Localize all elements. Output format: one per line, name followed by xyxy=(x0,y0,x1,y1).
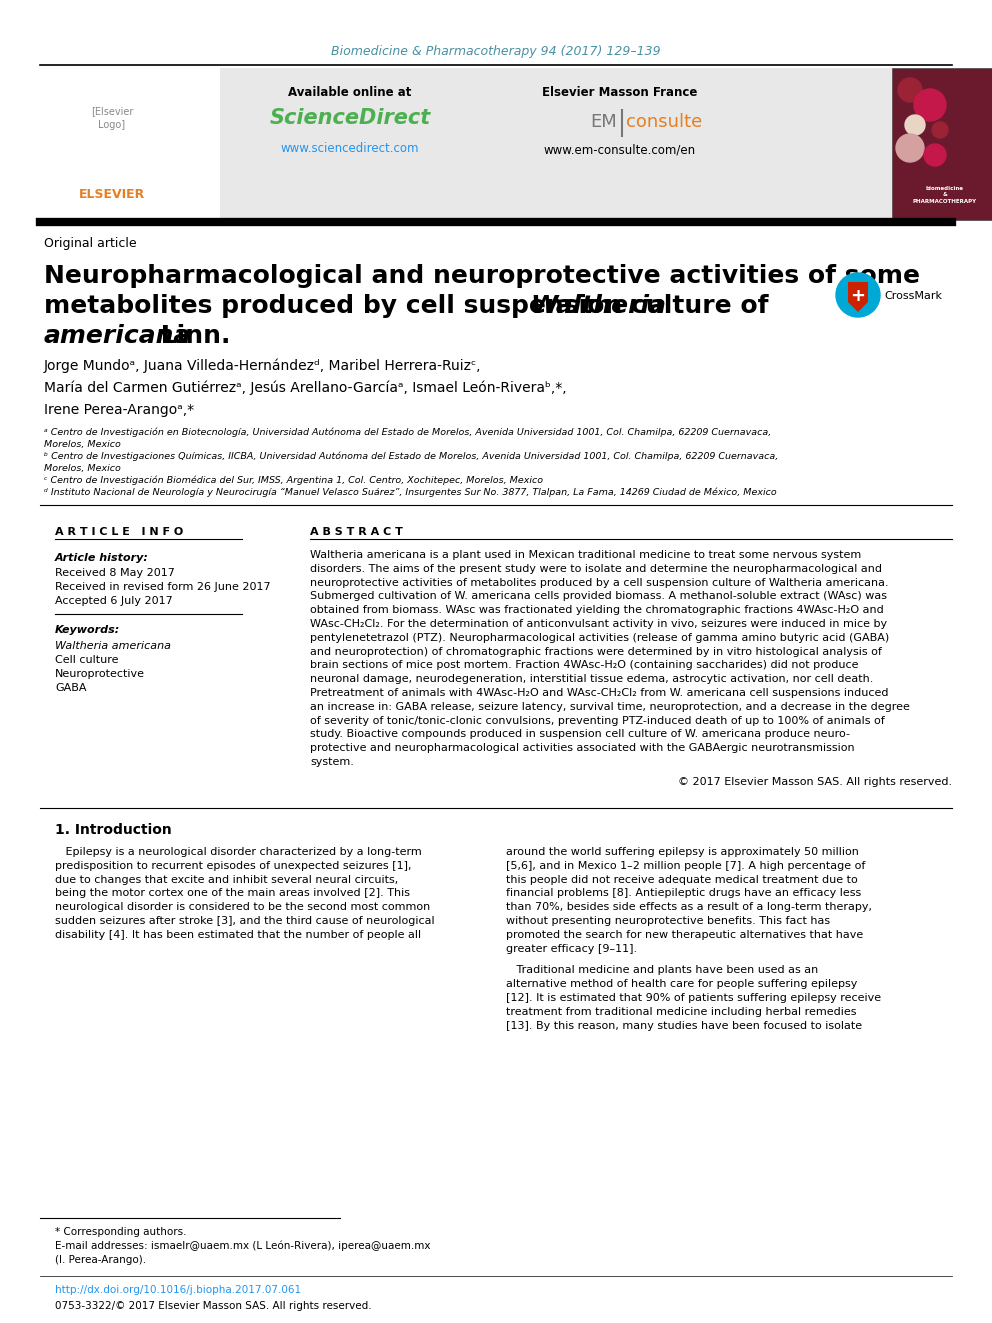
Text: promoted the search for new therapeutic alternatives that have: promoted the search for new therapeutic … xyxy=(506,930,863,939)
Circle shape xyxy=(896,134,924,161)
Text: and neuroprotection) of chromatographic fractions were determined by in vitro hi: and neuroprotection) of chromatographic … xyxy=(310,647,882,656)
Text: being the motor cortex one of the main areas involved [2]. This: being the motor cortex one of the main a… xyxy=(55,889,410,898)
Text: Article history:: Article history: xyxy=(55,553,149,564)
Text: Keywords:: Keywords: xyxy=(55,624,120,635)
Text: metabolites produced by cell suspension culture of: metabolites produced by cell suspension … xyxy=(44,294,778,318)
FancyBboxPatch shape xyxy=(40,67,892,220)
Text: ELSEVIER: ELSEVIER xyxy=(79,188,145,201)
Text: system.: system. xyxy=(310,757,354,767)
Text: than 70%, besides side effects as a result of a long-term therapy,: than 70%, besides side effects as a resu… xyxy=(506,902,872,912)
Text: Waltheria americana: Waltheria americana xyxy=(55,642,171,651)
Text: www.em-consulte.com/en: www.em-consulte.com/en xyxy=(544,143,696,156)
Circle shape xyxy=(898,78,922,102)
Text: around the world suffering epilepsy is approximately 50 million: around the world suffering epilepsy is a… xyxy=(506,847,859,857)
Text: Neuropharmacological and neuroprotective activities of some: Neuropharmacological and neuroprotective… xyxy=(44,265,920,288)
Text: due to changes that excite and inhibit several neural circuits,: due to changes that excite and inhibit s… xyxy=(55,875,398,885)
Circle shape xyxy=(932,122,948,138)
Text: biomedicine
&
PHARMACOTHERAPY: biomedicine & PHARMACOTHERAPY xyxy=(913,187,977,204)
Text: [13]. By this reason, many studies have been focused to isolate: [13]. By this reason, many studies have … xyxy=(506,1020,862,1031)
Text: GABA: GABA xyxy=(55,683,86,693)
Circle shape xyxy=(905,115,925,135)
Text: Traditional medicine and plants have been used as an: Traditional medicine and plants have bee… xyxy=(506,966,818,975)
Text: obtained from biomass. WAsc was fractionated yielding the chromatographic fracti: obtained from biomass. WAsc was fraction… xyxy=(310,605,884,615)
Text: Received in revised form 26 June 2017: Received in revised form 26 June 2017 xyxy=(55,582,271,591)
Text: neuroprotective activities of metabolites produced by a cell suspension culture : neuroprotective activities of metabolite… xyxy=(310,578,889,587)
Text: WAsc-CH₂Cl₂. For the determination of anticonvulsant activity in vivo, seizures : WAsc-CH₂Cl₂. For the determination of an… xyxy=(310,619,887,628)
Text: [12]. It is estimated that 90% of patients suffering epilepsy receive: [12]. It is estimated that 90% of patien… xyxy=(506,994,881,1003)
Text: Biomedicine & Pharmacotherapy 94 (2017) 129–139: Biomedicine & Pharmacotherapy 94 (2017) … xyxy=(331,45,661,58)
Circle shape xyxy=(924,144,946,165)
Text: brain sections of mice post mortem. Fraction 4WAsc-H₂O (containing saccharides) : brain sections of mice post mortem. Frac… xyxy=(310,660,858,671)
Text: Morelos, Mexico: Morelos, Mexico xyxy=(44,463,121,472)
Text: Morelos, Mexico: Morelos, Mexico xyxy=(44,439,121,448)
Text: without presenting neuroprotective benefits. This fact has: without presenting neuroprotective benef… xyxy=(506,916,830,926)
Circle shape xyxy=(914,89,946,120)
Text: A R T I C L E   I N F O: A R T I C L E I N F O xyxy=(55,527,184,537)
Text: Epilepsy is a neurological disorder characterized by a long-term: Epilepsy is a neurological disorder char… xyxy=(55,847,422,857)
Text: of severity of tonic/tonic-clonic convulsions, preventing PTZ-induced death of u: of severity of tonic/tonic-clonic convul… xyxy=(310,716,885,725)
FancyBboxPatch shape xyxy=(40,67,220,220)
Text: E-mail addresses: ismaelr@uaem.mx (L León-Rivera), iperea@uaem.mx: E-mail addresses: ismaelr@uaem.mx (L Leó… xyxy=(55,1241,431,1252)
Text: Elsevier Masson France: Elsevier Masson France xyxy=(543,86,697,98)
Text: ᶜ Centro de Investigación Biomédica del Sur, IMSS, Argentina 1, Col. Centro, Xoc: ᶜ Centro de Investigación Biomédica del … xyxy=(44,475,544,484)
Text: ᵇ Centro de Investigaciones Químicas, IICBA, Universidad Autónoma del Estado de : ᵇ Centro de Investigaciones Químicas, II… xyxy=(44,451,779,460)
Text: treatment from traditional medicine including herbal remedies: treatment from traditional medicine incl… xyxy=(506,1007,856,1017)
Circle shape xyxy=(836,273,880,318)
Text: Pretreatment of animals with 4WAsc-H₂O and WAsc-CH₂Cl₂ from W. americana cell su: Pretreatment of animals with 4WAsc-H₂O a… xyxy=(310,688,889,699)
Text: alternative method of health care for people suffering epilepsy: alternative method of health care for pe… xyxy=(506,979,857,990)
Text: CrossMark: CrossMark xyxy=(884,291,942,302)
Polygon shape xyxy=(848,282,868,312)
Text: Neuroprotective: Neuroprotective xyxy=(55,669,145,679)
Text: study. Bioactive compounds produced in suspension cell culture of W. americana p: study. Bioactive compounds produced in s… xyxy=(310,729,850,740)
Text: ScienceDirect: ScienceDirect xyxy=(270,108,431,128)
Text: neurological disorder is considered to be the second most common: neurological disorder is considered to b… xyxy=(55,902,431,912)
Text: consulte: consulte xyxy=(626,112,702,131)
Text: [Elsevier
Logo]: [Elsevier Logo] xyxy=(91,106,133,130)
Text: Submerged cultivation of W. americana cells provided biomass. A methanol-soluble: Submerged cultivation of W. americana ce… xyxy=(310,591,887,602)
Text: neuronal damage, neurodegeneration, interstitial tissue edema, astrocytic activa: neuronal damage, neurodegeneration, inte… xyxy=(310,675,873,684)
Text: predisposition to recurrent episodes of unexpected seizures [1],: predisposition to recurrent episodes of … xyxy=(55,861,412,871)
Text: http://dx.doi.org/10.1016/j.biopha.2017.07.061: http://dx.doi.org/10.1016/j.biopha.2017.… xyxy=(55,1285,302,1295)
Text: Linn.: Linn. xyxy=(152,324,230,348)
Text: ᵃ Centro de Investigación en Biotecnología, Universidad Autónoma del Estado de M: ᵃ Centro de Investigación en Biotecnolog… xyxy=(44,427,771,437)
Text: an increase in: GABA release, seizure latency, survival time, neuroprotection, a: an increase in: GABA release, seizure la… xyxy=(310,701,910,712)
Text: María del Carmen Gutiérrezᵃ, Jesús Arellano-Garcíaᵃ, Ismael León-Riveraᵇ,*,: María del Carmen Gutiérrezᵃ, Jesús Arell… xyxy=(44,381,566,396)
Text: Received 8 May 2017: Received 8 May 2017 xyxy=(55,568,175,578)
Text: ᵈ Instituto Nacional de Neurología y Neurocirugía “Manuel Velasco Suárez”, Insur: ᵈ Instituto Nacional de Neurología y Neu… xyxy=(44,487,777,496)
Text: Waltheria: Waltheria xyxy=(530,294,666,318)
Text: financial problems [8]. Antiepileptic drugs have an efficacy less: financial problems [8]. Antiepileptic dr… xyxy=(506,889,861,898)
Text: +: + xyxy=(850,287,865,306)
FancyBboxPatch shape xyxy=(892,67,992,220)
Text: EM: EM xyxy=(590,112,617,131)
Text: © 2017 Elsevier Masson SAS. All rights reserved.: © 2017 Elsevier Masson SAS. All rights r… xyxy=(678,777,952,787)
Text: disorders. The aims of the present study were to isolate and determine the neuro: disorders. The aims of the present study… xyxy=(310,564,882,574)
Text: Irene Perea-Arangoᵃ,*: Irene Perea-Arangoᵃ,* xyxy=(44,404,194,417)
Text: Original article: Original article xyxy=(44,238,137,250)
Text: Available online at: Available online at xyxy=(289,86,412,98)
Text: disability [4]. It has been estimated that the number of people all: disability [4]. It has been estimated th… xyxy=(55,930,422,939)
Text: 1. Introduction: 1. Introduction xyxy=(55,823,172,837)
Text: A B S T R A C T: A B S T R A C T xyxy=(310,527,403,537)
Text: this people did not receive adequate medical treatment due to: this people did not receive adequate med… xyxy=(506,875,858,885)
Text: Cell culture: Cell culture xyxy=(55,655,118,665)
Text: sudden seizures after stroke [3], and the third cause of neurological: sudden seizures after stroke [3], and th… xyxy=(55,916,434,926)
Text: www.sciencedirect.com: www.sciencedirect.com xyxy=(281,142,420,155)
Text: Accepted 6 July 2017: Accepted 6 July 2017 xyxy=(55,595,173,606)
Text: pentylenetetrazol (PTZ). Neuropharmacological activities (release of gamma amino: pentylenetetrazol (PTZ). Neuropharmacolo… xyxy=(310,632,889,643)
Text: [5,6], and in Mexico 1–2 million people [7]. A high percentage of: [5,6], and in Mexico 1–2 million people … xyxy=(506,861,865,871)
Text: Jorge Mundoᵃ, Juana Villeda-Hernándezᵈ, Maribel Herrera-Ruizᶜ,: Jorge Mundoᵃ, Juana Villeda-Hernándezᵈ, … xyxy=(44,359,481,373)
Text: protective and neuropharmacological activities associated with the GABAergic neu: protective and neuropharmacological acti… xyxy=(310,744,855,753)
Text: 0753-3322/© 2017 Elsevier Masson SAS. All rights reserved.: 0753-3322/© 2017 Elsevier Masson SAS. Al… xyxy=(55,1301,372,1311)
Text: * Corresponding authors.: * Corresponding authors. xyxy=(55,1226,186,1237)
Text: greater efficacy [9–11].: greater efficacy [9–11]. xyxy=(506,943,637,954)
Text: (I. Perea-Arango).: (I. Perea-Arango). xyxy=(55,1256,146,1265)
Text: Waltheria americana is a plant used in Mexican traditional medicine to treat som: Waltheria americana is a plant used in M… xyxy=(310,550,861,560)
Text: americana: americana xyxy=(44,324,191,348)
